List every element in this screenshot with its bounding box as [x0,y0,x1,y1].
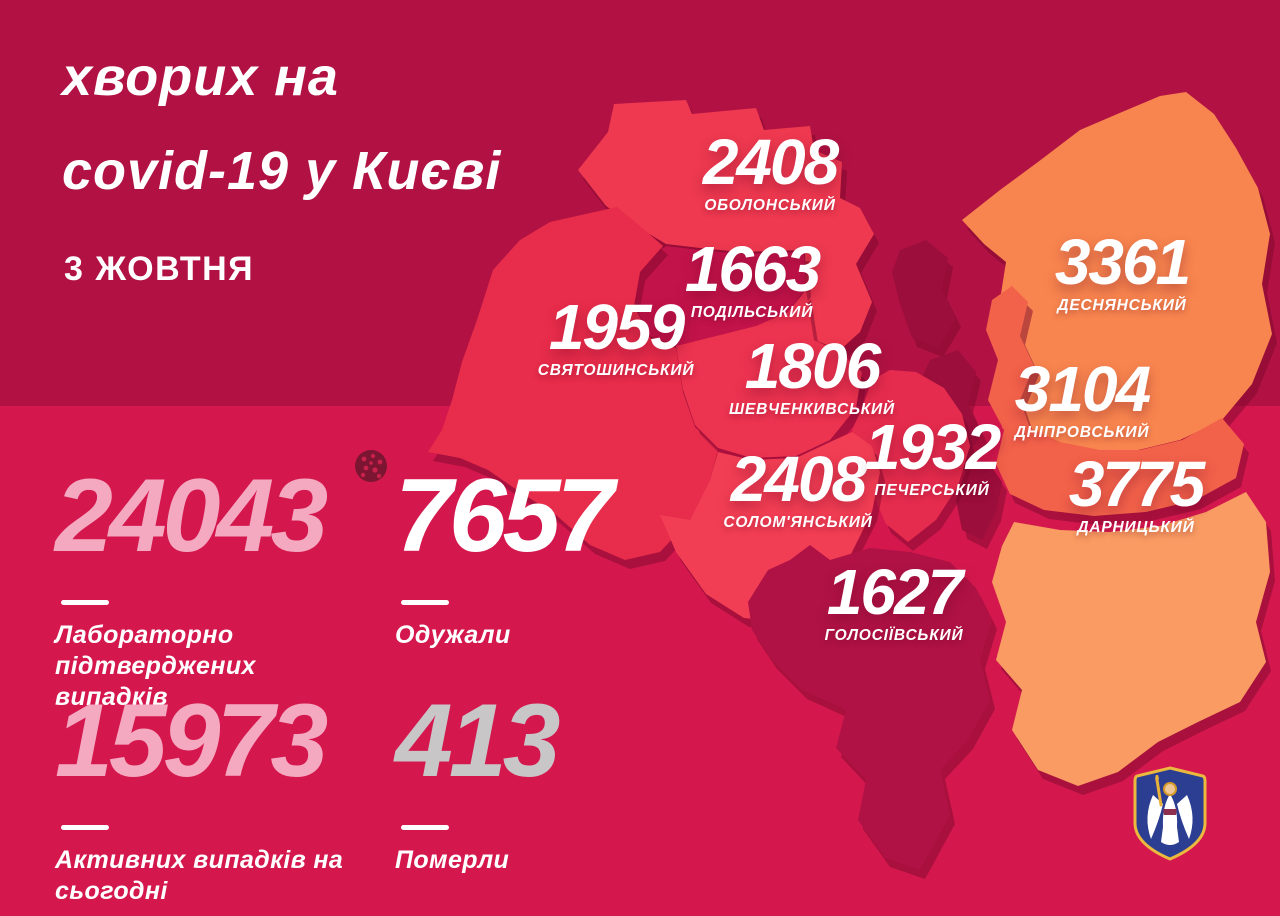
district-name: ШЕВЧЕНКИВСЬКИЙ [729,401,895,418]
district-label-sviatoshynskyi: 1959 СВЯТОШИНСЬКИЙ [538,295,695,380]
virus-icon [355,450,387,482]
district-label-holosiivskyi: 1627 ГОЛОСІЇВСЬКИЙ [825,560,964,645]
district-shape-dniprovskyi [986,286,1244,516]
stat-deaths: 413 Померли [395,689,695,876]
district-case-count: 2408 [730,443,867,515]
district-label-desnianskyi: 3361 ДЕСНЯНСЬКИЙ [1054,226,1191,315]
page-title-line-1: хворих на [62,47,339,107]
district-shape-shevchenkivskyi [676,290,862,458]
divider-line [401,825,449,830]
district-label-pecherskyi: 1932 ПЕЧЕРСЬКИЙ [864,411,1001,500]
district-shape-darnytskyi [992,492,1270,786]
district-shape-sviatoshynskyi [428,207,718,560]
district-case-count: 1932 [864,411,1001,483]
district-case-count: 2408 [702,126,839,198]
district-case-count: 1627 [826,556,963,628]
divider-line [61,600,109,605]
district-label-darnytskyi: 3775 ДАРНИЦЬКИЙ [1068,448,1205,537]
river-islands-shape [892,240,1002,540]
stat-recovered-label: Одужали [395,621,511,649]
district-case-count: 1806 [744,330,881,402]
district-shape-holosiivskyi [748,545,992,870]
district-label-solomianskyi: 2408 СОЛОМ'ЯНСЬКИЙ [723,447,872,532]
district-name: СВЯТОШИНСЬКИЙ [537,362,695,379]
district-name: СОЛОМ'ЯНСЬКИЙ [723,514,873,531]
stat-confirmed: 24043 Лабораторно підтверджених випадків [55,464,335,713]
stat-active-label: Активних випадків на сьогодні [55,846,344,905]
district-name: ГОЛОСІЇВСЬКИЙ [824,627,964,644]
stat-active: 15973 Активних випадків на сьогодні [55,689,355,907]
district-shape-pecherskyi [852,370,970,542]
district-case-count: 3104 [1014,353,1151,425]
district-name: ОБОЛОНСЬКИЙ [704,197,836,214]
date-label: 3 ЖОВТНЯ [64,250,255,288]
district-case-count: 1663 [684,233,821,305]
district-name: ДНІПРОВСЬКИЙ [1014,424,1150,441]
divider-line [61,825,109,830]
district-label-shevchenkivskyi: 1806 ШЕВЧЕНКИВСЬКИЙ [729,334,895,419]
divider-line [401,600,449,605]
district-label-dniprovskyi: 3104 ДНІПРОВСЬКИЙ [1014,353,1151,442]
stat-confirmed-value: 24043 [55,458,328,574]
page-title-line-2: covid-19 у Києві [62,141,502,201]
district-name: ПЕЧЕРСЬКИЙ [874,482,990,499]
stat-active-value: 15973 [55,683,328,799]
district-shape-desnianskyi [962,92,1272,452]
district-case-count: 3361 [1054,226,1191,298]
district-name: ДАРНИЦЬКИЙ [1077,519,1195,536]
district-shape-obolonskyi [578,100,874,350]
stat-recovered-value: 7657 [395,458,614,574]
archangel-michael-figure [1147,775,1193,845]
kyiv-coat-of-arms [1133,766,1207,861]
district-shape-podilskyi [634,246,806,346]
district-label-obolonskyi: 2408 ОБОЛОНСЬКИЙ [702,126,839,215]
stat-confirmed-label: Лабораторно підтверджених випадків [55,621,256,711]
district-label-podilskyi: 1663 ПОДІЛЬСЬКИЙ [684,233,821,322]
stat-recovered: 7657 Одужали [395,464,695,651]
stat-deaths-label: Померли [395,846,510,874]
district-case-count: 3775 [1068,448,1205,520]
stat-deaths-value: 413 [395,683,561,799]
district-name: ДЕСНЯНСЬКИЙ [1057,297,1187,314]
district-name: ПОДІЛЬСЬКИЙ [690,304,814,321]
district-case-count: 1959 [548,291,685,363]
